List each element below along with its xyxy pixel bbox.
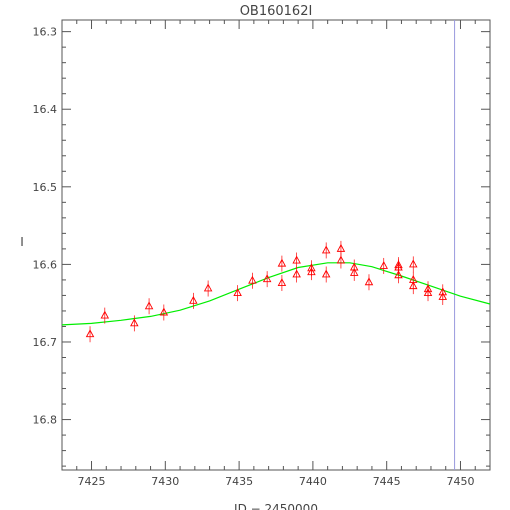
y-tick-label: 16.6 [33, 258, 58, 271]
data-point [349, 267, 359, 276]
y-axis-label: I [20, 235, 24, 249]
data-point [262, 274, 272, 283]
plot-area: 7425 7430 7435 7440 7445 7450 16.3 16.4 16.5 16.6… [33, 19, 491, 488]
data-point [321, 269, 331, 278]
data-point [292, 255, 301, 264]
data-point [144, 301, 154, 310]
y-tick-label: 16.8 [33, 414, 58, 427]
plot-frame [61, 19, 491, 471]
y-tick-label: 16.5 [33, 181, 58, 194]
data-point [203, 283, 213, 292]
y-tick-label: 16.3 [33, 26, 58, 39]
data-point [409, 259, 418, 268]
y-tick-label: 16.7 [33, 336, 58, 349]
data-point [233, 288, 242, 297]
data-point [321, 245, 331, 254]
data-point [336, 255, 346, 264]
x-tick-label: 7445 [373, 475, 401, 488]
data-point [379, 260, 388, 269]
data-point [100, 310, 110, 319]
x-axis-label: JD − 2450000 [233, 502, 318, 510]
data-point [364, 277, 374, 286]
data-point [130, 318, 139, 327]
chart-title: OB160162I [240, 4, 313, 19]
data-point [394, 270, 403, 279]
data-point [277, 278, 287, 286]
data-point [336, 243, 346, 252]
data-point [277, 258, 287, 267]
data-point [423, 288, 433, 297]
x-tick-label: 7425 [78, 475, 106, 488]
x-tick-label: 7430 [151, 475, 179, 488]
data-point [438, 292, 448, 300]
x-tick-label: 7440 [299, 475, 327, 488]
y-tick-label: 16.4 [33, 103, 58, 116]
x-tick-label: 7435 [225, 475, 253, 488]
data-point [189, 295, 198, 304]
data-point [85, 329, 95, 338]
x-tick-label: 7450 [446, 475, 474, 488]
data-point [409, 281, 418, 290]
data-point [292, 269, 301, 278]
data-point [159, 307, 169, 316]
data-point [307, 263, 316, 272]
data-point [248, 275, 257, 284]
